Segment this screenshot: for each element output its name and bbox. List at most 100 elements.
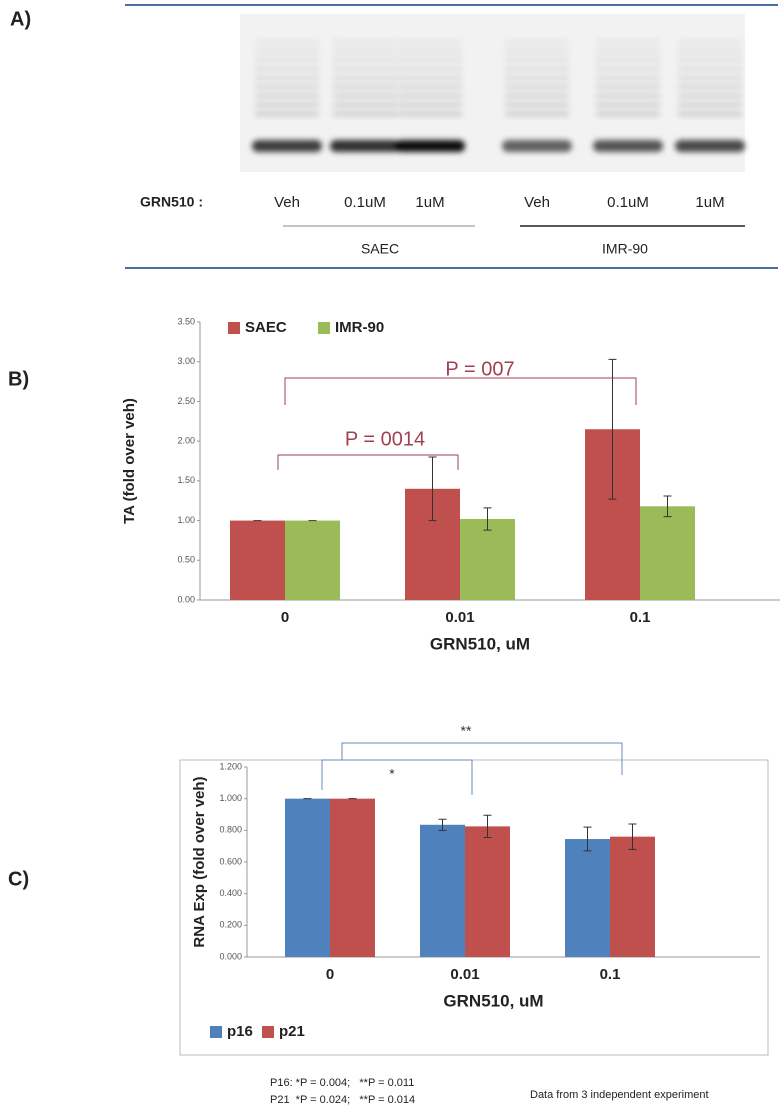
x-tick-label: 0 — [281, 609, 289, 626]
gel-band — [505, 103, 569, 107]
gel-band — [252, 140, 322, 152]
footnote: Data from 3 independent experiment — [530, 1089, 709, 1101]
gel-band — [398, 76, 462, 80]
gel-band — [678, 112, 742, 116]
legend-label: IMR-90 — [335, 319, 384, 336]
x-axis-label: GRN510, uM — [443, 991, 543, 1010]
y-tick-label: 0.800 — [219, 825, 242, 835]
significance-bracket — [341, 742, 623, 775]
footnote: P16: *P = 0.004; **P = 0.011 — [270, 1077, 414, 1089]
gel-band — [333, 103, 397, 107]
gel-band — [330, 140, 400, 152]
y-tick-label: 0.50 — [177, 555, 195, 565]
gel-band — [596, 49, 660, 53]
gel-band — [333, 76, 397, 80]
error-bar — [428, 456, 437, 522]
gel-band — [505, 58, 569, 62]
y-tick-label: 0.000 — [219, 951, 242, 961]
gel-band — [596, 58, 660, 62]
error-bar — [438, 818, 447, 831]
legend-swatch — [318, 322, 330, 334]
y-axis-label: RNA Exp (fold over veh) — [191, 776, 208, 947]
lane-label: 1uM — [695, 194, 724, 211]
lane-label: Veh — [274, 194, 300, 211]
gel-bands — [252, 40, 745, 152]
y-tick-label: 0.00 — [177, 594, 195, 604]
group-label: IMR-90 — [602, 241, 648, 257]
y-tick-label: 3.50 — [177, 316, 195, 326]
gel-band — [333, 58, 397, 62]
bar — [285, 520, 340, 600]
y-tick-label: 1.00 — [177, 515, 195, 525]
gel-band — [255, 58, 319, 62]
gel-band — [395, 140, 465, 152]
error-bar — [608, 358, 617, 500]
y-tick-label: 1.50 — [177, 475, 195, 485]
gel-band — [505, 49, 569, 53]
legend-label: SAEC — [245, 319, 287, 336]
annotation: P = 0014 — [345, 428, 425, 450]
error-bar — [483, 814, 492, 838]
legend-label: p16 — [227, 1023, 253, 1040]
panel-a: A) GRN510 : SAEC IMR-90 Veh 0.1uM 1uM Veh 0.… — [10, 4, 778, 269]
error-bar — [628, 823, 637, 850]
gel-band — [678, 49, 742, 53]
x-tick-label: 0.01 — [445, 609, 474, 626]
gel-band — [255, 94, 319, 98]
error-bar — [663, 495, 672, 518]
gel-band — [675, 140, 745, 152]
gel-band — [255, 76, 319, 80]
gel-band — [678, 103, 742, 107]
gel-band — [596, 94, 660, 98]
gel-band — [678, 85, 742, 89]
gel-band — [593, 140, 663, 152]
gel-band — [505, 112, 569, 116]
panel-label: B) — [8, 368, 29, 390]
panel-b: B) 0.00 0.50 1.00 1.50 2.00 2.50 3.00 3.50 TA (fo… — [8, 316, 780, 653]
x-tick-label: 0 — [326, 966, 334, 983]
bar — [640, 506, 695, 600]
gel-band — [678, 40, 742, 44]
gel-band — [255, 40, 319, 44]
gel-band — [255, 85, 319, 89]
y-tick-label: 0.600 — [219, 856, 242, 866]
bar — [230, 520, 285, 600]
gel-band — [333, 40, 397, 44]
bar — [565, 839, 610, 957]
x-tick-label: 0.1 — [630, 609, 651, 626]
footnote: P21 *P = 0.024; **P = 0.014 — [270, 1094, 415, 1106]
y-tick-label: 1.200 — [219, 761, 242, 771]
gel-band — [333, 67, 397, 71]
gel-band — [255, 103, 319, 107]
gel-band — [398, 103, 462, 107]
annotation: * — [389, 766, 395, 782]
panel-c: C) 0.000 0.200 0.400 0.600 0.800 1.000 1.200 RNA… — [8, 723, 769, 1106]
gel-band — [596, 112, 660, 116]
gel-band — [596, 67, 660, 71]
gel-band — [333, 94, 397, 98]
bar — [285, 798, 330, 957]
error-bar — [583, 826, 592, 852]
y-axis-label: TA (fold over veh) — [121, 398, 138, 524]
gel-band — [333, 49, 397, 53]
y-tick-label: 1.000 — [219, 793, 242, 803]
gel-band — [398, 94, 462, 98]
legend-swatch — [262, 1026, 274, 1038]
significance-bracket — [284, 377, 637, 405]
lane-label: 0.1uM — [607, 194, 649, 211]
lane-label: 0.1uM — [344, 194, 386, 211]
gel-band — [398, 58, 462, 62]
gel-band — [505, 76, 569, 80]
gel-band — [333, 112, 397, 116]
annotation: P = 007 — [445, 358, 514, 380]
gel-band — [596, 40, 660, 44]
gel-band — [505, 40, 569, 44]
gel-band — [255, 49, 319, 53]
panel-label: C) — [8, 868, 29, 890]
lane-label: 1uM — [415, 194, 444, 211]
gel-band — [398, 49, 462, 53]
gel-band — [505, 85, 569, 89]
y-tick-label: 3.00 — [177, 356, 195, 366]
legend-swatch — [228, 322, 240, 334]
